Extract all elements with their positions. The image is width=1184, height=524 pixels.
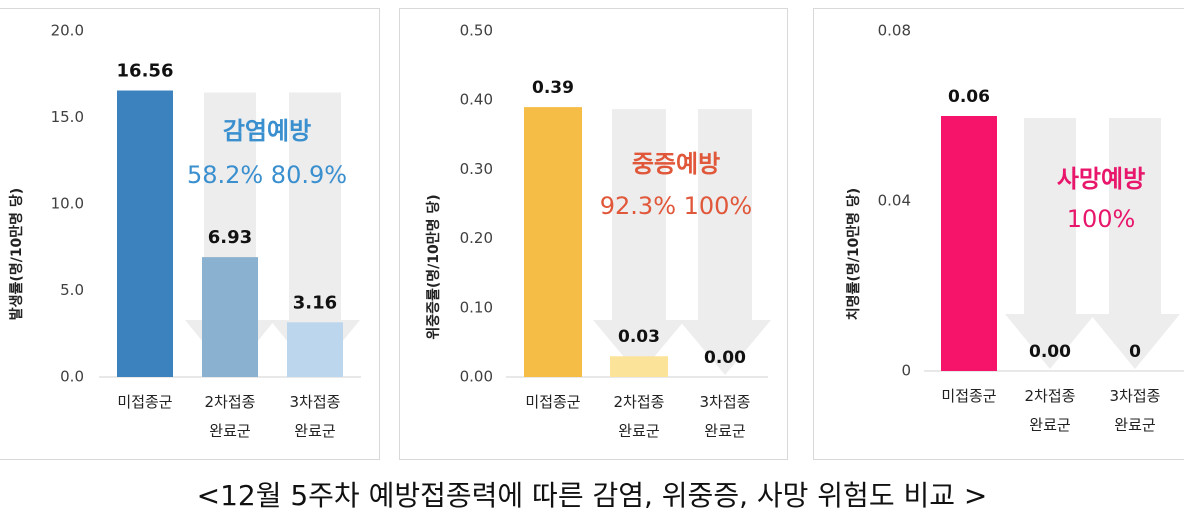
bar xyxy=(117,90,173,378)
y-tick-label: 0.10 xyxy=(460,298,493,316)
annotation-value: 58.2% 80.9% xyxy=(187,161,347,189)
data-label: 0.06 xyxy=(948,87,990,107)
reduction-arrow xyxy=(593,109,685,376)
x-tick-label: 2차접종 xyxy=(614,393,665,411)
y-tick-label: 0.40 xyxy=(460,91,493,109)
annotation-value: 100% xyxy=(1067,205,1136,233)
bar xyxy=(287,322,343,377)
y-axis-title: 위중증률(명/10만명 당) xyxy=(425,194,442,339)
x-tick-label: 완료군 xyxy=(1029,416,1071,434)
y-tick-label: 0.00 xyxy=(460,368,493,386)
reduction-arrow xyxy=(1090,118,1180,369)
annotation-title: 중증예방 xyxy=(632,150,720,178)
bar xyxy=(941,116,997,371)
y-tick-label: 15.0 xyxy=(51,108,84,126)
x-tick-label: 2차접종 xyxy=(205,393,256,411)
death-chart: 치명률(명/10만명 당) 0 0.04 0.08 0.06 미접종군 0.00 2차접종완료… xyxy=(845,22,1184,434)
y-axis-title: 발생률(명/10만명 당) xyxy=(8,188,25,320)
x-tick-label: 미접종군 xyxy=(525,393,580,411)
y-tick-label: 0.50 xyxy=(460,22,493,40)
y-tick-label: 5.0 xyxy=(60,281,84,299)
chart-panel-severe: 위중증률(명/10만명 당) 0.00 0.10 0.20 0.30 0.40 0.50 0.… xyxy=(399,8,788,460)
y-tick-label: 0.0 xyxy=(60,368,84,386)
x-tick-label: 3차접종 xyxy=(1110,387,1161,405)
bar xyxy=(610,356,668,377)
x-tick-label: 3차접종 xyxy=(290,393,341,411)
y-tick-label: 10.0 xyxy=(51,195,84,213)
y-tick-label: 0.08 xyxy=(878,22,911,40)
annotation-value: 92.3% 100% xyxy=(600,192,752,220)
data-label: 16.56 xyxy=(117,61,174,82)
x-tick-label: 3차접종 xyxy=(700,393,751,411)
bar xyxy=(202,257,258,377)
reduction-arrow xyxy=(679,109,771,376)
severe-chart: 위중증률(명/10만명 당) 0.00 0.10 0.20 0.30 0.40 0.50 0.… xyxy=(425,22,771,440)
x-tick-label: 완료군 xyxy=(618,422,660,440)
infection-chart: 발생률(명/10만명 당) 0.0 5.0 10.0 15.0 20.0 16.56 미접종군… xyxy=(8,22,361,440)
data-label: 0.00 xyxy=(1029,342,1071,362)
x-tick-label: 미접종군 xyxy=(941,387,996,405)
annotation-title: 감염예방 xyxy=(223,117,311,145)
data-label: 0.00 xyxy=(704,348,746,368)
figure-caption: <12월 5주차 예방접종력에 따른 감염, 위중증, 사망 위험도 비교 > xyxy=(196,479,988,512)
data-label: 0.03 xyxy=(618,327,660,347)
annotation-title: 사망예방 xyxy=(1057,165,1145,193)
x-tick-label: 완료군 xyxy=(704,422,746,440)
y-tick-label: 0.20 xyxy=(460,229,493,247)
y-tick-label: 0.30 xyxy=(460,160,493,178)
y-axis-title: 치명률(명/10만명 당) xyxy=(845,188,862,320)
x-tick-label: 완료군 xyxy=(294,422,336,440)
x-tick-label: 미접종군 xyxy=(117,393,172,411)
data-label: 0.39 xyxy=(532,78,574,98)
reduction-arrow xyxy=(270,92,360,376)
data-label: 3.16 xyxy=(293,292,337,313)
reduction-arrow xyxy=(1005,118,1095,369)
y-tick-label: 20.0 xyxy=(51,22,84,40)
x-tick-label: 완료군 xyxy=(209,422,251,440)
data-label: 0 xyxy=(1129,342,1141,362)
bar xyxy=(524,107,582,378)
data-label: 6.93 xyxy=(208,227,252,248)
y-tick-label: 0 xyxy=(901,362,911,380)
x-tick-label: 2차접종 xyxy=(1025,387,1076,405)
chart-panel-infection: 발생률(명/10만명 당) 0.0 5.0 10.0 15.0 20.0 16.56 미접종군… xyxy=(0,8,380,460)
x-tick-label: 완료군 xyxy=(1114,416,1156,434)
y-tick-label: 0.04 xyxy=(878,192,911,210)
